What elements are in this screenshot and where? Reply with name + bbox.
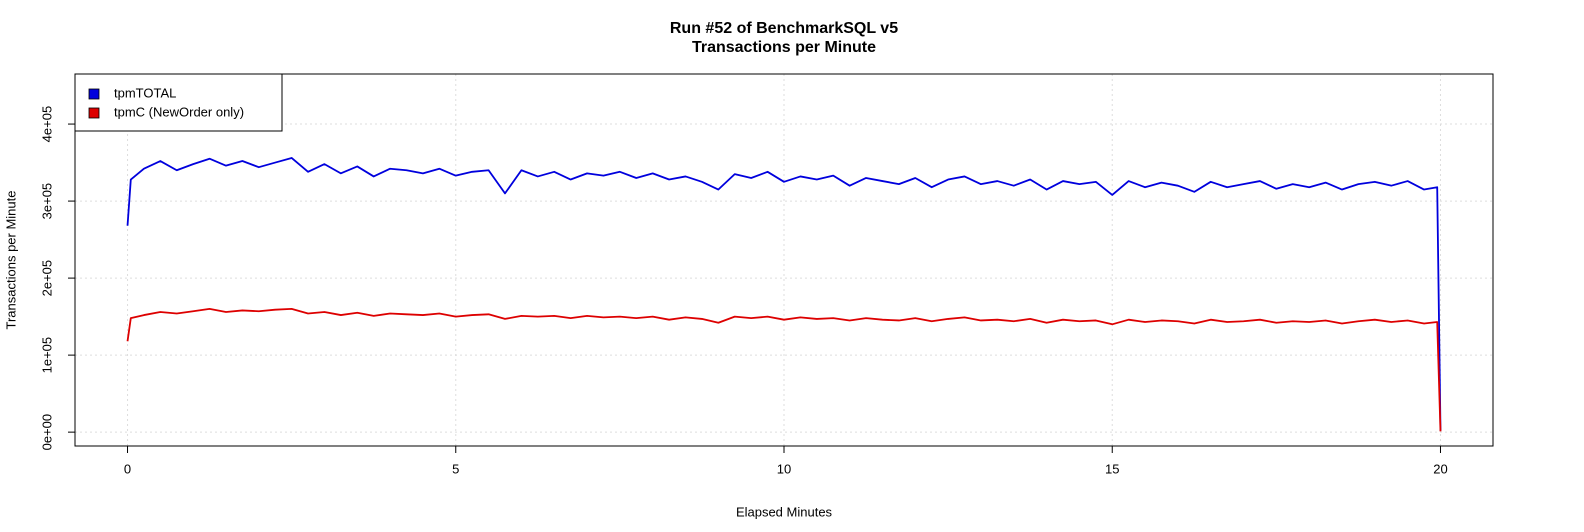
x-axis-label: Elapsed Minutes <box>736 504 833 519</box>
series-line <box>126 157 1442 431</box>
chart-subtitle: Transactions per Minute <box>692 39 876 56</box>
legend-swatch <box>88 107 100 119</box>
legend-swatch <box>88 88 100 100</box>
y-tick-label: 2e+05 <box>39 260 54 297</box>
chart-title: Run #52 of BenchmarkSQL v5 <box>670 20 898 37</box>
y-tick-label: 4e+05 <box>39 106 54 143</box>
legend-box <box>74 73 283 132</box>
legend-label: tpmC (NewOrder only) <box>114 104 244 119</box>
x-tick-label: 15 <box>1105 461 1119 476</box>
x-tick-label: 20 <box>1433 461 1447 476</box>
y-axis-label: Transactions per Minute <box>3 191 18 330</box>
y-tick-label: 3e+05 <box>39 183 54 220</box>
x-tick-label: 0 <box>124 461 131 476</box>
x-tick-label: 5 <box>452 461 459 476</box>
y-tick-label: 0e+00 <box>39 414 54 451</box>
legend-label: tpmTOTAL <box>114 85 176 100</box>
x-tick-label: 10 <box>777 461 791 476</box>
series-line <box>126 308 1442 432</box>
y-tick-label: 1e+05 <box>39 337 54 374</box>
plot-frame <box>74 73 1494 447</box>
